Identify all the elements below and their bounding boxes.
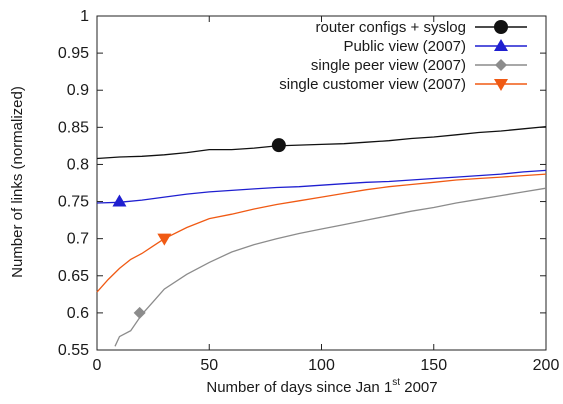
series-marker-0: [271, 138, 286, 153]
series-line-3: [96, 173, 547, 293]
legend-marker-0: [494, 20, 508, 34]
legend-label-3: single customer view (2007): [279, 76, 466, 93]
y-axis-label: Number of links (normalized): [9, 86, 26, 278]
x-tick-label: 150: [420, 357, 447, 374]
series-line-2: [114, 187, 547, 347]
series-marker-1: [112, 194, 127, 207]
x-tick-label: 50: [200, 357, 218, 374]
legend-label-0: router configs + syslog: [316, 19, 467, 36]
y-tick-label: 0.8: [67, 156, 89, 173]
legend: router configs + syslog Public view (2007…: [279, 19, 527, 93]
series-line-1: [96, 169, 547, 204]
y-tick-label: 0.9: [67, 82, 89, 99]
x-tick-label: 0: [93, 357, 102, 374]
x-axis-label-tail: 2007: [400, 379, 438, 396]
y-tick-label: 0.65: [58, 268, 89, 285]
y-tick-label: 0.6: [67, 305, 89, 322]
y-tick-label: 1: [80, 8, 89, 25]
x-tick-label: 200: [533, 357, 560, 374]
y-tick-label: 0.55: [58, 342, 89, 359]
legend-marker-3: [494, 79, 508, 91]
x-axis-label-main: Number of days since Jan 1: [206, 379, 392, 396]
y-tick-label: 0.95: [58, 45, 89, 62]
series-marker-3: [157, 233, 172, 246]
legend-marker-1: [494, 39, 508, 51]
series-marker-2: [133, 306, 146, 319]
series-lines: [96, 125, 547, 347]
x-axis-label-superscript: st: [392, 377, 400, 388]
x-tick-label: 100: [308, 357, 335, 374]
legend-label-1: Public view (2007): [343, 38, 466, 55]
x-axis-label: Number of days since Jan 1st 2007: [206, 377, 437, 396]
axes: 0 50 100 150 200 0.55 0.6 0.65 0.7 0.75 0.8 0.85 0.9…: [58, 8, 560, 374]
legend-label-2: single peer view (2007): [311, 57, 466, 74]
y-tick-label: 0.75: [58, 194, 89, 211]
series-markers: [112, 138, 286, 319]
y-tick-label: 0.7: [67, 231, 89, 248]
y-tick-label: 0.85: [58, 119, 89, 136]
legend-marker-2: [495, 59, 507, 71]
series-line-0: [96, 125, 547, 160]
